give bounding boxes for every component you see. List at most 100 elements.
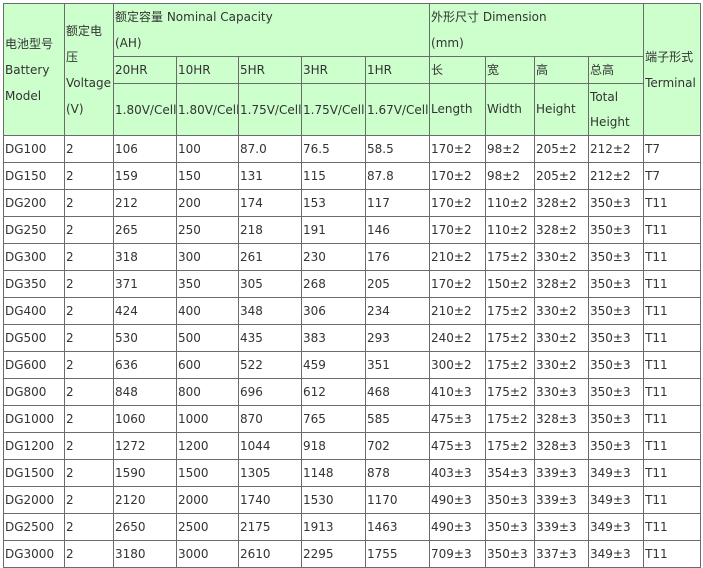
table-cell: 870 <box>238 405 302 433</box>
table-cell: 210±2 <box>429 243 487 271</box>
table-cell: 1272 <box>113 432 177 460</box>
table-cell: 328±3 <box>534 405 590 433</box>
table-cell: 1148 <box>301 459 366 487</box>
table-cell: 87.0 <box>238 135 302 163</box>
header-cell: 总高 <box>588 56 645 84</box>
table-cell: 330±3 <box>534 378 590 406</box>
table-cell: 410±3 <box>429 378 487 406</box>
table-cell: 106 <box>113 135 177 163</box>
table-cell: 330±2 <box>534 297 590 325</box>
table-cell: DG1000 <box>3 405 65 433</box>
table-row: DG2500 2 2650 2500 2175 1913 1463 490±3 350±3 339… <box>3 513 702 541</box>
table-cell: 2295 <box>301 540 366 568</box>
header-cell: 1.80V/Cell <box>113 83 177 136</box>
header-text: 额定容量 Nominal Capacity <box>115 10 273 24</box>
table-cell: 918 <box>301 432 366 460</box>
table-cell: T11 <box>643 351 702 379</box>
table-cell: 403±3 <box>429 459 487 487</box>
header-cell: 外形尺寸 Dimension (mm) <box>429 3 645 57</box>
table-cell: 212±2 <box>588 135 645 163</box>
table-cell: 696 <box>238 378 302 406</box>
table-cell: 2 <box>64 486 114 514</box>
table-cell: 2500 <box>176 513 239 541</box>
table-row: DG300 2 318 300 261 230 176 210±2 175±2 330±2 350±… <box>3 243 702 271</box>
table-cell: 490±3 <box>429 486 487 514</box>
table-cell: 600 <box>176 351 239 379</box>
table-cell: 110±2 <box>485 189 536 217</box>
table-cell: 230 <box>301 243 366 271</box>
table-cell: 2650 <box>113 513 177 541</box>
table-cell: 400 <box>176 297 239 325</box>
table-cell: 234 <box>364 297 431 325</box>
table-cell: 175±2 <box>485 432 536 460</box>
table-cell: T11 <box>643 270 702 298</box>
table-cell: 848 <box>113 378 177 406</box>
header-cell: 1.75V/Cell <box>238 83 302 136</box>
table-cell: 265 <box>113 216 177 244</box>
table-cell: DG400 <box>3 297 65 325</box>
table-cell: 2 <box>64 297 114 325</box>
table-cell: 328±3 <box>534 432 590 460</box>
table-cell: 350±3 <box>485 540 536 568</box>
table-cell: 306 <box>301 297 366 325</box>
table-cell: 240±2 <box>429 324 487 352</box>
table-cell: 339±3 <box>534 486 590 514</box>
table-cell: 1060 <box>113 405 177 433</box>
header-cell: Width <box>485 83 536 136</box>
table-cell: 350±3 <box>485 513 536 541</box>
header-cell: 3HR <box>301 56 366 84</box>
table-cell: 2 <box>64 270 114 298</box>
header-cell: 高 <box>534 56 590 84</box>
table-cell: 150 <box>176 162 239 190</box>
table-cell: T11 <box>643 297 702 325</box>
header-cell: 额定容量 Nominal Capacity (AH) <box>112 3 431 57</box>
table-cell: 350±3 <box>588 378 645 406</box>
table-cell: 354±3 <box>485 459 536 487</box>
table-cell: 424 <box>113 297 177 325</box>
table-cell: 468 <box>364 378 431 406</box>
table-cell: 117 <box>364 189 431 217</box>
table-row: DG1500 2 1590 1500 1305 1148 878 403±3 354±3 339±… <box>3 459 702 487</box>
table-cell: 3180 <box>113 540 177 568</box>
table-cell: 170±2 <box>429 189 487 217</box>
table-cell: 250 <box>176 216 239 244</box>
table-cell: 205 <box>364 270 431 298</box>
table-cell: 2 <box>64 351 114 379</box>
table-cell: 212 <box>113 189 177 217</box>
table-cell: 131 <box>238 162 302 190</box>
page: 电池型号 Battery Model 额定电压 Voltage (V) 额定容量… <box>3 3 702 568</box>
table-cell: 350±3 <box>588 297 645 325</box>
table-cell: 349±3 <box>588 486 645 514</box>
table-cell: 2 <box>64 432 114 460</box>
table-cell: 475±3 <box>429 405 487 433</box>
table-cell: 2120 <box>113 486 177 514</box>
table-cell: T11 <box>643 189 702 217</box>
table-cell: 1000 <box>176 405 239 433</box>
header-cell: 电池型号 Battery Model <box>3 3 65 136</box>
table-cell: 349±3 <box>588 459 645 487</box>
table-cell: 1463 <box>364 513 431 541</box>
table-cell: 765 <box>301 405 366 433</box>
header-text: 外形尺寸 Dimension <box>431 10 547 24</box>
table-cell: T11 <box>643 378 702 406</box>
table-cell: DG100 <box>3 135 65 163</box>
table-row: DG350 2 371 350 305 268 205 170±2 150±2 328±2 350±… <box>3 270 702 298</box>
table-cell: 636 <box>113 351 177 379</box>
table-cell: 261 <box>238 243 302 271</box>
table-cell: 2 <box>64 540 114 568</box>
table-cell: 585 <box>364 405 431 433</box>
table-cell: 175±2 <box>485 243 536 271</box>
table-cell: 350±3 <box>588 189 645 217</box>
table-cell: 205±2 <box>534 162 590 190</box>
header-cell: 1HR <box>364 56 431 84</box>
table-cell: 153 <box>301 189 366 217</box>
table-cell: 350±3 <box>588 324 645 352</box>
table-cell: 2 <box>64 162 114 190</box>
table-cell: 350±3 <box>588 216 645 244</box>
header-cell: 额定电压 Voltage (V) <box>64 3 114 136</box>
table-row: DG500 2 530 500 435 383 293 240±2 175±2 330±2 350±… <box>3 324 702 352</box>
table-cell: 435 <box>238 324 302 352</box>
table-cell: 330±2 <box>534 243 590 271</box>
table-cell: DG3000 <box>3 540 65 568</box>
table-cell: 459 <box>301 351 366 379</box>
